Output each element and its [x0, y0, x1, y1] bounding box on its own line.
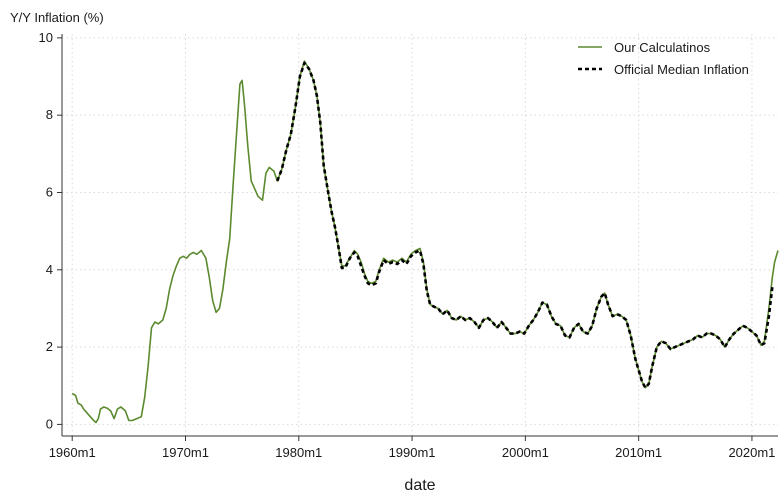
x-tick-label: 2000m1 — [502, 445, 549, 460]
y-tick-label: 8 — [46, 107, 53, 122]
axes — [61, 34, 778, 437]
x-tick-label: 2010m1 — [615, 445, 662, 460]
x-tick-label: 1980m1 — [275, 445, 322, 460]
y-tick-label: 0 — [46, 416, 53, 431]
y-tick-label: 6 — [46, 184, 53, 199]
x-axis-title: date — [404, 477, 435, 494]
legend: Our Calculatinos Official Median Inflatio… — [578, 40, 749, 77]
x-tick-label: 2020m1 — [728, 445, 775, 460]
legend-label-1: Our Calculatinos — [614, 40, 711, 55]
series-line-2 — [276, 61, 774, 389]
y-tick-label: 10 — [39, 30, 53, 45]
series-line-1 — [71, 60, 779, 424]
y-axis-title: Y/Y Inflation (%) — [10, 10, 104, 25]
tick-labels: 0 2 4 6 8 10 1960m1 1970m1 1980m1 1990m1 2000m1 201… — [39, 30, 776, 460]
x-tick-label: 1990m1 — [389, 445, 436, 460]
grid-lines — [62, 34, 778, 436]
y-tick-label: 4 — [46, 262, 53, 277]
x-tick-label: 1960m1 — [49, 445, 96, 460]
legend-label-2: Official Median Inflation — [614, 62, 749, 77]
series-group — [71, 60, 779, 424]
y-tick-label: 2 — [46, 339, 53, 354]
x-tick-label: 1970m1 — [162, 445, 209, 460]
